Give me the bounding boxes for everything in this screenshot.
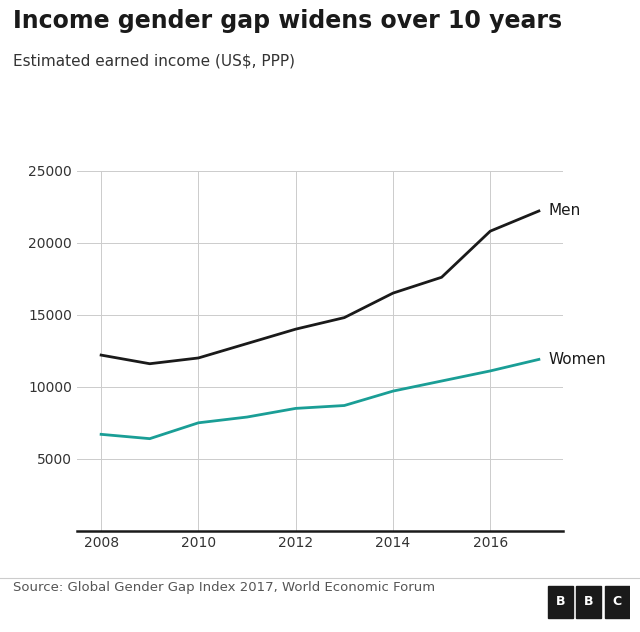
Text: Source: Global Gender Gap Index 2017, World Economic Forum: Source: Global Gender Gap Index 2017, Wo… xyxy=(13,581,435,595)
Text: B: B xyxy=(556,595,565,609)
Text: Men: Men xyxy=(548,204,581,219)
Bar xyxy=(577,585,602,618)
Text: Income gender gap widens over 10 years: Income gender gap widens over 10 years xyxy=(13,9,562,33)
Text: B: B xyxy=(584,595,593,609)
Bar xyxy=(548,585,573,618)
Text: Women: Women xyxy=(548,352,606,367)
Text: C: C xyxy=(612,595,621,609)
Text: Estimated earned income (US$, PPP): Estimated earned income (US$, PPP) xyxy=(13,54,295,69)
Bar xyxy=(605,585,630,618)
